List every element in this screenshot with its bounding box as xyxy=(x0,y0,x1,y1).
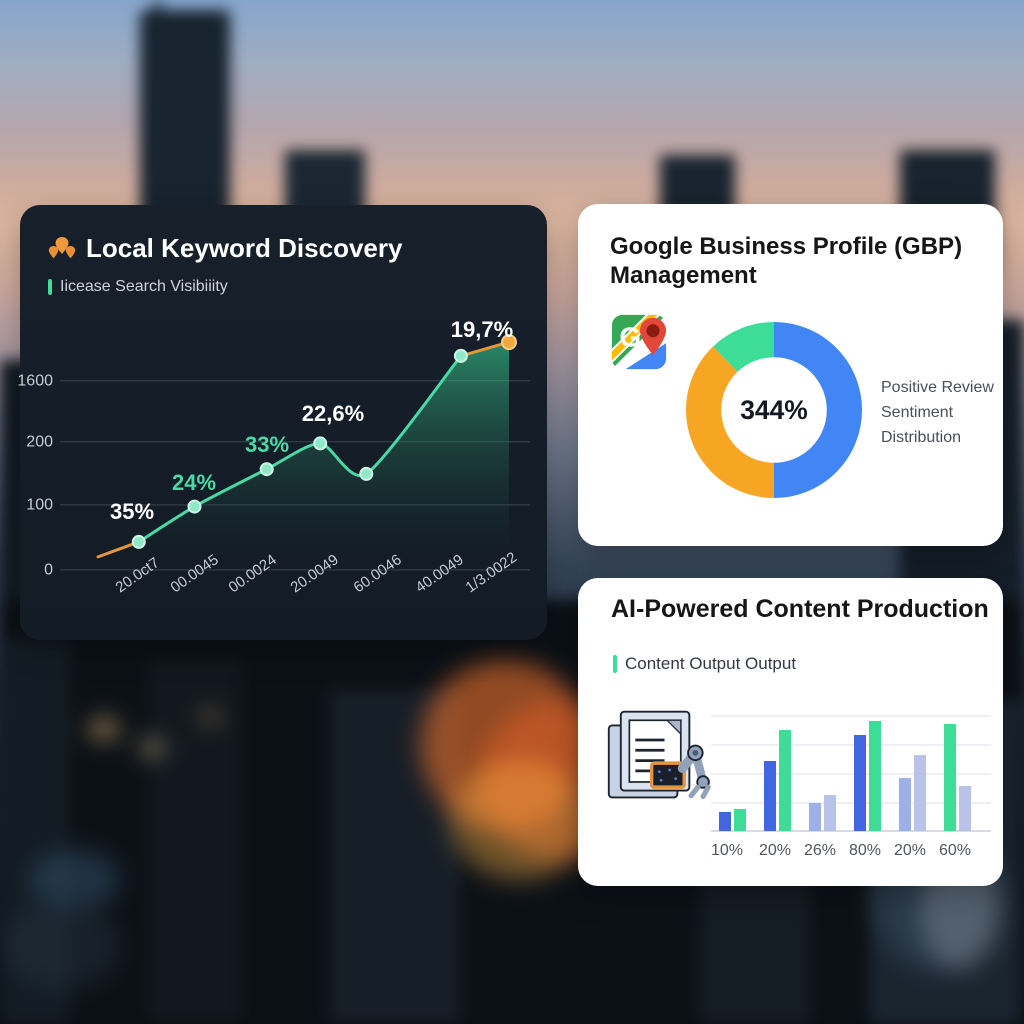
svg-text:35%: 35% xyxy=(110,499,154,524)
svg-text:G: G xyxy=(619,322,641,353)
svg-text:1600: 1600 xyxy=(17,373,53,390)
svg-text:24%: 24% xyxy=(172,470,216,495)
svg-text:33%: 33% xyxy=(245,432,289,457)
svg-text:20.0ct7: 20.0ct7 xyxy=(113,554,163,596)
svg-text:100: 100 xyxy=(26,497,53,514)
svg-text:0: 0 xyxy=(44,562,53,579)
svg-text:22,6%: 22,6% xyxy=(302,401,364,426)
svg-text:200: 200 xyxy=(26,434,53,451)
svg-text:344%: 344% xyxy=(740,395,808,425)
svg-text:19,7%: 19,7% xyxy=(451,317,513,342)
